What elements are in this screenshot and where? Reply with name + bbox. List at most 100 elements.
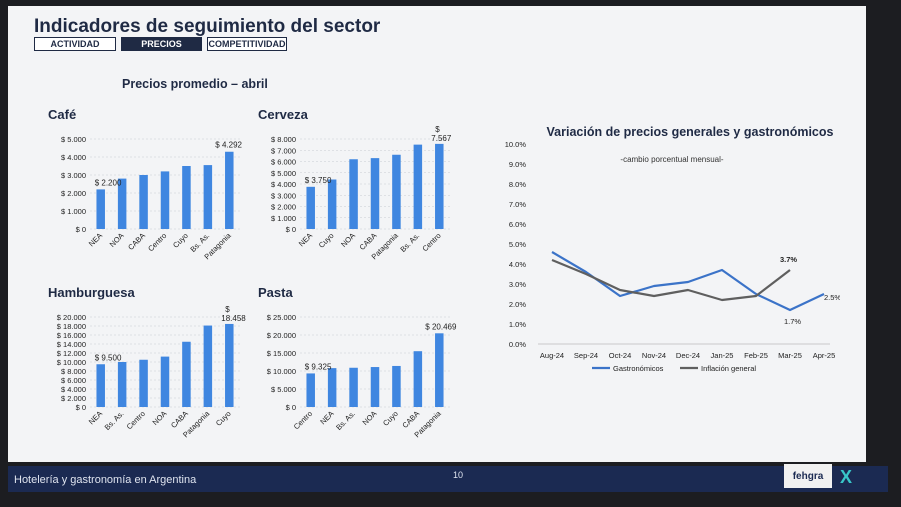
y-tick-label: 2.0% [509,300,526,309]
tab-actividad[interactable]: ACTIVIDAD [34,37,116,51]
y-tick-label: $ 2.000 [61,189,86,198]
x-tick-label: NOA [108,231,126,249]
y-tick-label: $ 18.000 [57,322,86,331]
x-tick-label: Jan-25 [711,351,734,360]
price-variation-chart: Variación de precios generales y gastron… [505,125,840,373]
y-tick-label: $ 4.000 [61,153,86,162]
x-tick-label: Oct-24 [609,351,632,360]
chart-title: Pasta [258,285,293,300]
data-label: $ [435,125,440,134]
y-tick-label: $ 0 [76,225,86,234]
bar [413,144,423,229]
y-tick-label: 6.0% [509,220,526,229]
y-tick-label: $ 5.000 [271,169,296,178]
data-label: $ 9.500 [95,353,122,362]
bar [370,367,380,407]
y-tick-label: $ 5.000 [61,135,86,144]
y-tick-label: $ 20.000 [57,313,86,322]
legend-label: Gastronómicos [613,364,664,373]
bar [203,165,213,229]
cerveza-chart: Cerveza $ 0 $ 1.000 $ 2.000 $ 3.000 $ 4.000 $ … [258,107,452,261]
y-tick-label: $ 0 [76,403,86,412]
x-tick-label: NOA [151,409,169,427]
y-tick-label: $ 12.000 [57,349,86,358]
x-tick-label: Dec-24 [676,351,700,360]
bar [160,171,170,229]
y-tick-label: $ 0 [286,403,296,412]
y-tick-label: $ 6.000 [61,376,86,385]
bar [96,364,105,407]
data-label: $ 20.469 [425,322,457,331]
y-tick-label: 1.0% [509,320,526,329]
y-tick-label: $ 15.000 [267,349,296,358]
bar [306,373,315,407]
bar [139,359,148,407]
y-tick-label: 4.0% [509,260,526,269]
y-tick-label: 9.0% [509,160,526,169]
x-tick-label: Apr-25 [813,351,836,360]
bar [117,362,127,407]
bar [96,189,105,229]
page-title: Indicadores de seguimiento del sector [34,16,381,37]
x-tick-label: NOA [339,231,357,249]
y-tick-label: $ 6.000 [271,158,296,167]
x-tick-label: NEA [318,409,335,426]
x-tick-label: Aug-24 [540,351,564,360]
page-number: 10 [453,470,464,480]
data-label: 3.7% [780,255,797,264]
x-logo-icon: X [840,467,853,487]
x-tick-label: NOA [361,409,379,427]
x-tick-label: Centro [125,409,147,431]
bar [225,323,234,407]
y-tick-label: $ 8.000 [61,367,86,376]
bar [203,325,213,407]
bar [117,178,127,229]
data-label: 18.458 [221,314,246,323]
cafe-chart: Café $ 0 $ 1.000 $ 2.000 $ 3.000 $ 4.000 $ 5.0… [48,107,243,261]
bar [182,341,191,407]
bar [392,365,401,407]
x-tick-label: NEA [87,231,104,248]
footer-text: Hotelería y gastronomía en Argentina [14,474,197,486]
bar [139,175,148,229]
bar [182,166,191,229]
y-tick-label: 10.0% [505,140,527,149]
bar [349,159,358,229]
x-tick-label: Cuyo [317,231,336,250]
tab-precios[interactable]: PRECIOS [121,37,202,51]
y-tick-label: $ 5.000 [271,385,296,394]
y-tick-label: $ 1.000 [61,207,86,216]
bar [225,151,234,229]
bar [413,351,423,407]
data-label: $ 4.292 [215,141,242,150]
y-tick-label: $ 4.000 [61,385,86,394]
prices-section-title: Precios promedio – abril [122,77,268,91]
y-tick-label: $ 10.000 [267,367,296,376]
y-tick-label: $ 7.000 [271,146,296,155]
y-tick-label: $ 16.000 [57,331,86,340]
x-tick-label: Cuyo [214,409,233,428]
x-tick-label: NEA [87,409,104,426]
chart-subtitle: -cambio porcentual mensual- [620,155,723,164]
y-tick-label: $ 20.000 [267,331,296,340]
y-tick-label: $ 0 [286,225,296,234]
pasta-chart: Pasta $ 0 $ 5.000 $ 10.000 $ 15.000 $ 20.000 $… [258,285,457,439]
tab-competitividad[interactable]: COMPETITIVIDAD [207,37,287,51]
bar [392,154,401,229]
data-label: $ 9.325 [305,362,332,371]
x-tick-label: Sep-24 [574,351,598,360]
data-label: 1.7% [784,317,801,326]
y-tick-label: 3.0% [509,280,526,289]
bar [306,186,315,229]
x-tick-label: Bs. As. [103,409,126,432]
bar [435,143,444,229]
x-tick-label: CABA [126,231,147,252]
x-tick-label: Mar-25 [778,351,802,360]
x-tick-label: Cuyo [381,409,400,428]
x-tick-label: Centro [146,231,168,253]
inflacion-general-line [551,258,791,302]
data-label: $ [225,305,230,314]
chart-title: Hamburguesa [48,285,135,300]
slide: Indicadores de seguimiento del sector AC… [8,6,866,462]
x-tick-label: Nov-24 [642,351,666,360]
